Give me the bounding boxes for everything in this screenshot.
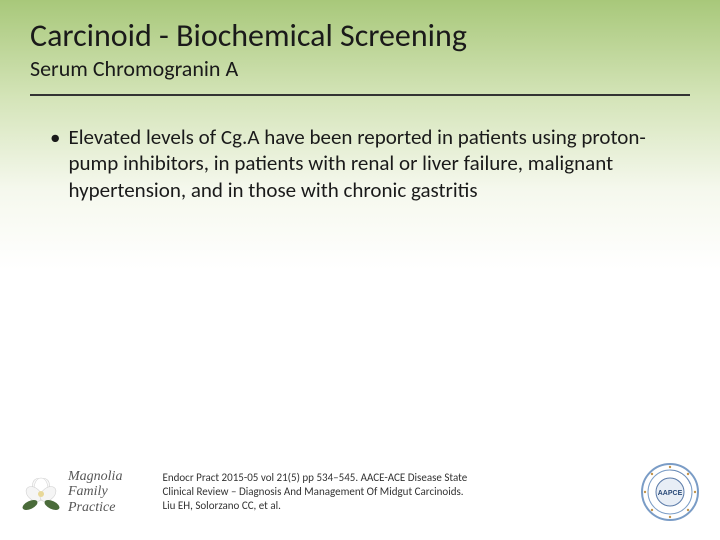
aapce-seal-icon: AAPCE <box>640 462 700 522</box>
citation-line: Clinical Review – Diagnosis And Manageme… <box>162 485 620 499</box>
header-block: Carcinoid - Biochemical Screening Serum … <box>0 0 720 90</box>
citation-line: Endocr Pract 2015-05 vol 21(5) pp 534–54… <box>162 471 620 485</box>
bullet-item: • Elevated levels of Cg.A have been repo… <box>50 124 680 203</box>
practice-logo: Magnolia Family Practice <box>20 469 122 515</box>
practice-name: Magnolia Family Practice <box>68 469 122 515</box>
footer: Magnolia Family Practice Endocr Pract 20… <box>0 462 720 522</box>
content-area: • Elevated levels of Cg.A have been repo… <box>0 96 720 203</box>
practice-name-line: Practice <box>68 500 122 515</box>
practice-name-line: Family <box>68 484 122 499</box>
practice-name-line: Magnolia <box>68 469 122 484</box>
slide-title: Carcinoid - Biochemical Screening <box>30 18 690 53</box>
citation-line: Liu EH, Solorzano CC, et al. <box>162 499 620 513</box>
seal-label: AAPCE <box>658 490 683 497</box>
bullet-marker-icon: • <box>50 124 60 150</box>
citation: Endocr Pract 2015-05 vol 21(5) pp 534–54… <box>122 471 640 512</box>
slide-subtitle: Serum Chromogranin A <box>30 55 690 82</box>
magnolia-flower-icon <box>20 471 62 513</box>
bullet-text: Elevated levels of Cg.A have been report… <box>68 124 680 203</box>
